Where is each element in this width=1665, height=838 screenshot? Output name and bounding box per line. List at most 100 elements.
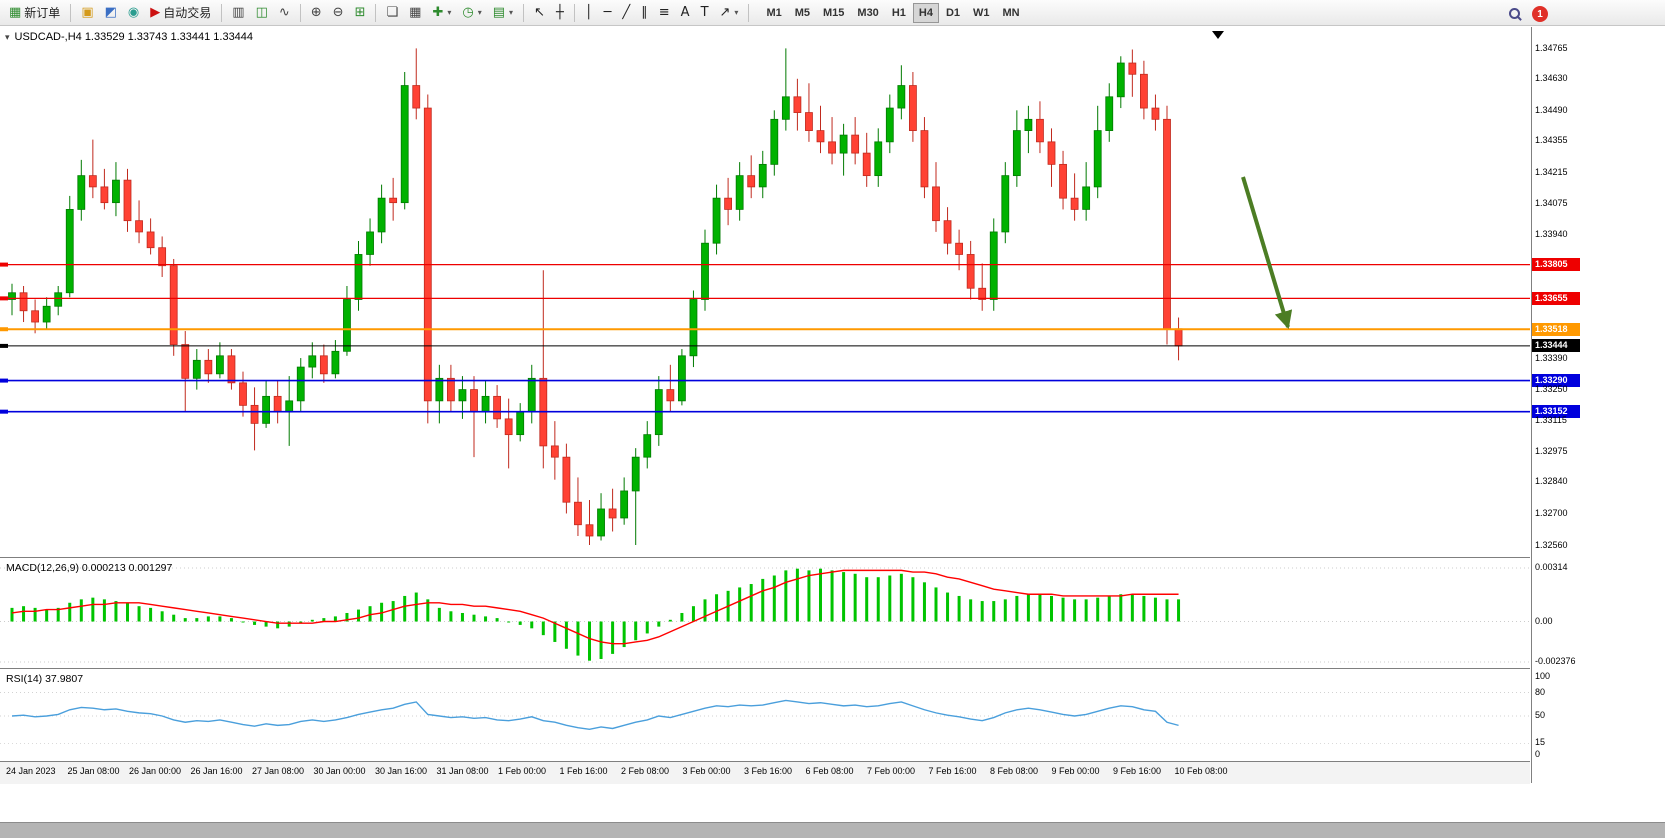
cascade-windows-icon: ❏	[386, 6, 398, 19]
macd-histogram-bar	[969, 599, 972, 621]
data-window-icon[interactable]: ◩	[100, 2, 122, 24]
vertical-line-icon: │	[585, 6, 593, 19]
chart-shift-marker[interactable]	[1212, 31, 1224, 39]
timeframe-m1-button[interactable]: M1	[760, 3, 787, 23]
rsi-axis-label: 50	[1535, 710, 1545, 720]
rsi-axis-label: 100	[1535, 671, 1550, 681]
cascade-windows-icon[interactable]: ❏	[381, 2, 403, 24]
candle-body	[459, 390, 466, 401]
arrows-icon[interactable]: ↗▾	[715, 2, 744, 24]
timeframe-m5-button[interactable]: M5	[789, 3, 816, 23]
price-axis-label: 1.32840	[1535, 476, 1568, 486]
candlestick-chart-icon: ◫	[256, 6, 268, 19]
auto-trading-button-label: 自动交易	[163, 4, 211, 21]
candle-body	[1060, 164, 1067, 198]
macd-histogram-bar	[946, 593, 949, 622]
macd-panel[interactable]: MACD(12,26,9) 0.000213 0.001297	[0, 557, 1530, 668]
macd-chart[interactable]	[0, 558, 1530, 668]
candle-body	[401, 86, 408, 203]
zoom-in-icon[interactable]: ⊕	[306, 2, 327, 24]
macd-histogram-bar	[738, 587, 741, 621]
candle-body	[921, 131, 928, 187]
chevron-down-icon: ▾	[734, 8, 738, 17]
price-axis-label: 1.32560	[1535, 540, 1568, 550]
candle-body	[170, 266, 177, 345]
cursor-icon[interactable]: ↖	[529, 2, 550, 24]
timeframe-m30-button[interactable]: M30	[851, 3, 884, 23]
candlestick-chart-icon[interactable]: ◫	[251, 2, 273, 24]
new-order-icon: ▦	[9, 6, 21, 19]
tile-windows-icon[interactable]: ▦	[404, 2, 426, 24]
timeframe-h4-button[interactable]: H4	[913, 3, 939, 23]
text-icon[interactable]: A	[676, 2, 695, 24]
down-arrow-annotation[interactable]	[1243, 177, 1288, 327]
zoom-out-icon[interactable]: ⊖	[328, 2, 349, 24]
vertical-line-icon[interactable]: │	[580, 2, 598, 24]
chevron-down-icon: ▾	[509, 8, 513, 17]
grid-icon[interactable]: ⊞	[350, 2, 371, 24]
macd-histogram-bar	[600, 622, 603, 659]
horizontal-line-icon[interactable]: ─	[599, 2, 617, 24]
timeframe-mn-button[interactable]: MN	[997, 3, 1026, 23]
candle-body	[424, 108, 431, 401]
candle-body	[840, 135, 847, 153]
trendline-icon[interactable]: ╱	[617, 2, 635, 24]
candle-body	[956, 243, 963, 254]
candle-body	[378, 198, 385, 232]
template-icon[interactable]: ▤▾	[488, 2, 518, 24]
search-icon[interactable]	[1508, 7, 1522, 21]
timeframe-m15-button[interactable]: M15	[817, 3, 850, 23]
macd-histogram-bar	[576, 622, 579, 656]
new-chart-icon[interactable]: ✚▾	[427, 2, 456, 24]
new-order-button[interactable]: ▦新订单	[4, 2, 65, 24]
market-watch-icon[interactable]: ▣	[76, 2, 98, 24]
macd-histogram-bar	[311, 620, 314, 622]
price-axis-label: 1.34765	[1535, 43, 1568, 53]
level-edge-marker	[0, 344, 8, 348]
rsi-axis-label: 80	[1535, 687, 1545, 697]
fibonacci-icon[interactable]: ≡	[654, 2, 675, 24]
candle-body	[43, 306, 50, 322]
auto-trading-button[interactable]: ▶自动交易	[145, 2, 216, 24]
macd-histogram-bar	[680, 613, 683, 622]
rsi-panel[interactable]: RSI(14) 37.9807	[0, 668, 1530, 761]
timeframe-d1-button[interactable]: D1	[940, 3, 966, 23]
macd-histogram-bar	[1073, 599, 1076, 621]
level-edge-marker	[0, 263, 8, 267]
notification-badge[interactable]: 1	[1532, 6, 1548, 22]
macd-histogram-bar	[657, 622, 660, 627]
candle-body	[297, 367, 304, 401]
main-chart-panel[interactable]: ▾ USDCAD-,H4 1.33529 1.33743 1.33441 1.3…	[0, 27, 1530, 556]
candle-body	[332, 351, 339, 374]
timeframe-h1-button[interactable]: H1	[886, 3, 912, 23]
candle-body	[482, 396, 489, 412]
macd-histogram-bar	[1085, 599, 1088, 621]
timeframe-w1-button[interactable]: W1	[967, 3, 996, 23]
macd-histogram-bar	[715, 594, 718, 621]
candle-body	[66, 209, 73, 292]
candle-body	[713, 198, 720, 243]
terminal-icon[interactable]: ◉	[123, 2, 144, 24]
toolbar-separator	[300, 4, 301, 22]
candle-body	[702, 243, 709, 299]
candle-body	[436, 378, 443, 401]
candlestick-chart[interactable]	[0, 27, 1530, 556]
period-icon[interactable]: ◷▾	[457, 2, 486, 24]
candle-body	[1083, 187, 1090, 210]
candle-body	[216, 356, 223, 374]
macd-histogram-bar	[877, 577, 880, 621]
candle-body	[309, 356, 316, 367]
candle-body	[1117, 63, 1124, 97]
channel-icon[interactable]: ∥	[636, 2, 653, 24]
line-chart-icon[interactable]: ∿	[274, 2, 295, 24]
label-icon[interactable]: T	[696, 2, 714, 24]
time-axis-label: 3 Feb 00:00	[683, 766, 731, 776]
crosshair-icon[interactable]: ┼	[551, 2, 569, 24]
collapse-chart-icon[interactable]: ▾	[5, 32, 10, 43]
market-watch-icon: ▣	[81, 6, 93, 19]
rsi-chart[interactable]	[0, 669, 1530, 761]
bar-chart-icon[interactable]: ▥	[227, 2, 249, 24]
